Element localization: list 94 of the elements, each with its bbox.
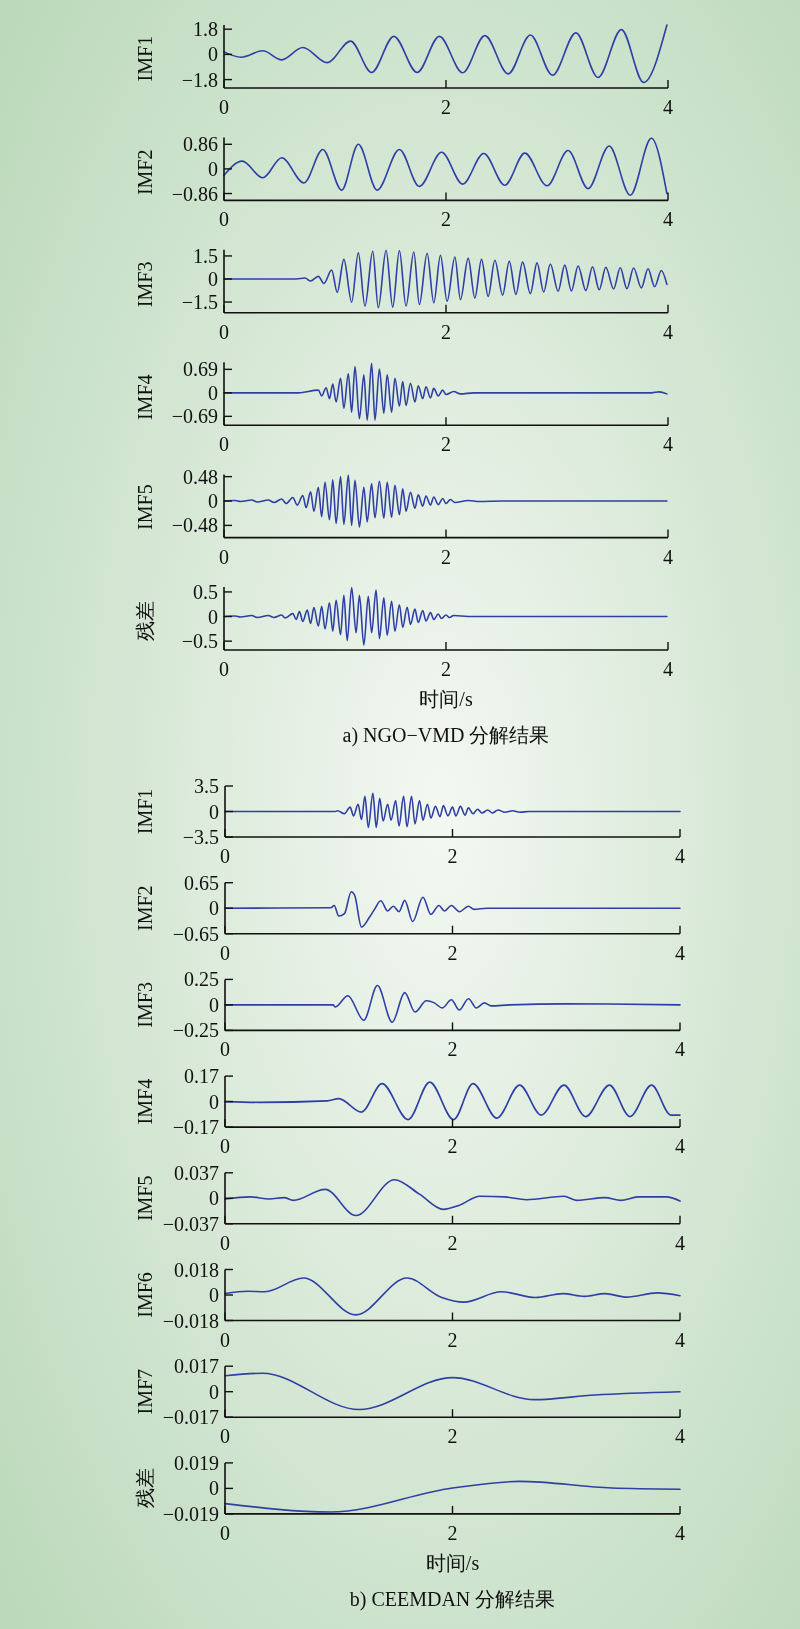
- x-tick-label: 2: [441, 658, 451, 680]
- y-axis-title: IMF3: [134, 261, 156, 308]
- y-tick-label: −0.017: [162, 1406, 219, 1429]
- y-tick-label: 0.017: [174, 1355, 219, 1378]
- y-tick-label: 0.5: [193, 580, 218, 603]
- x-tick-label: 2: [441, 208, 451, 231]
- y-tick-label: −0.5: [181, 630, 218, 653]
- text: b) CEEMDAN 分解结果: [349, 1587, 556, 1611]
- line-series: [224, 1372, 681, 1411]
- x-tick-label: 2: [441, 96, 451, 118]
- y-tick-label: 0: [209, 1284, 219, 1306]
- x-tick-label: 4: [675, 1425, 685, 1448]
- y-tick-label: −0.48: [171, 514, 218, 537]
- x-tick-label: 4: [675, 845, 685, 867]
- y-axis-title: IMF4: [134, 374, 156, 421]
- y-tick-label: −0.037: [162, 1212, 219, 1235]
- y-tick-label: 0: [209, 800, 219, 823]
- y-tick-label: 1.8: [193, 18, 218, 41]
- y-axis-title: IMF7: [134, 1368, 156, 1415]
- y-tick-label: 0: [209, 1090, 219, 1113]
- y-tick-label: 1.5: [193, 244, 218, 267]
- y-tick-label: 0.48: [183, 465, 218, 488]
- x-tick-label: 2: [447, 1521, 458, 1544]
- y-tick-label: −0.019: [162, 1502, 219, 1525]
- line-series: [223, 137, 668, 197]
- x-tick-label: 4: [675, 1135, 685, 1158]
- y-tick-label: 0.25: [184, 968, 219, 991]
- y-tick-label: −0.86: [171, 182, 218, 205]
- x-axis-title: 时间/s: [425, 1551, 480, 1574]
- x-tick-label: 2: [441, 545, 451, 568]
- y-axis-title: IMF5: [134, 1175, 156, 1222]
- y-axis-title: IMF2: [134, 149, 156, 196]
- line-series: [224, 1277, 681, 1316]
- x-tick-label: 2: [447, 1425, 458, 1448]
- x-tick-label: 4: [663, 433, 673, 456]
- x-tick-label: 4: [663, 320, 673, 343]
- y-tick-label: 0: [209, 897, 219, 920]
- line-series: [224, 1178, 681, 1217]
- y-tick-label: −0.69: [171, 405, 218, 428]
- y-tick-label: −1.5: [181, 291, 218, 314]
- x-tick-label: 2: [447, 1038, 458, 1061]
- x-tick-label: 4: [675, 1328, 685, 1351]
- x-tick-label: 4: [663, 545, 673, 568]
- y-tick-label: −3.5: [182, 826, 219, 848]
- y-tick-label: 0.018: [174, 1258, 219, 1281]
- y-tick-label: 0: [208, 268, 218, 290]
- y-tick-label: 0: [209, 1477, 219, 1500]
- y-tick-label: −1.8: [181, 68, 218, 91]
- x-tick-label: 4: [663, 96, 673, 118]
- x-tick-label: 4: [663, 208, 673, 231]
- x-tick-label: 2: [441, 320, 451, 343]
- y-tick-label: −0.17: [172, 1116, 219, 1139]
- y-tick-label: 0: [209, 1187, 219, 1210]
- x-axis-title: 时间/s: [419, 688, 473, 710]
- y-axis-title: IMF6: [134, 1272, 156, 1318]
- x-tick-label: 4: [663, 658, 673, 680]
- y-axis-title: 残差: [134, 600, 156, 641]
- y-tick-label: 0: [208, 157, 218, 180]
- line-series: [223, 24, 668, 84]
- y-axis-title: 残差: [134, 1468, 156, 1509]
- x-tick-label: 4: [675, 1521, 685, 1544]
- x-tick-label: 4: [675, 1038, 685, 1061]
- y-tick-label: 0: [208, 490, 218, 513]
- y-tick-label: 0.037: [174, 1161, 219, 1184]
- y-axis-title: IMF1: [134, 35, 156, 82]
- line-series: [224, 890, 681, 928]
- y-tick-label: 0: [208, 43, 218, 66]
- y-tick-label: 0.17: [184, 1065, 219, 1088]
- y-axis-title: IMF4: [134, 1078, 156, 1125]
- y-axis-title: IMF3: [134, 982, 156, 1028]
- x-tick-label: 2: [447, 941, 458, 964]
- y-tick-label: 0.65: [184, 871, 219, 894]
- y-tick-label: 0.86: [183, 133, 218, 156]
- y-axis-title: IMF1: [134, 788, 156, 835]
- y-axis-title: IMF5: [134, 484, 156, 530]
- x-tick-label: 4: [675, 941, 685, 964]
- text: a) NGO−VMD 分解结果: [342, 724, 550, 747]
- y-tick-label: −0.018: [162, 1309, 219, 1332]
- y-tick-label: 3.5: [194, 775, 219, 797]
- y-tick-label: 0.69: [183, 358, 218, 381]
- y-axis-title: IMF2: [134, 885, 156, 931]
- x-tick-label: 2: [447, 1231, 458, 1254]
- x-tick-label: 2: [447, 845, 458, 867]
- y-tick-label: 0: [209, 993, 219, 1016]
- x-tick-label: 2: [447, 1328, 458, 1351]
- y-tick-label: 0.019: [174, 1451, 219, 1474]
- x-tick-label: 4: [675, 1231, 685, 1254]
- y-tick-label: 0: [208, 605, 218, 628]
- y-tick-label: −0.25: [172, 1019, 219, 1042]
- y-tick-label: −0.65: [172, 922, 219, 945]
- y-tick-label: 0: [208, 381, 218, 404]
- y-tick-label: 0: [209, 1380, 219, 1403]
- x-tick-label: 2: [447, 1135, 458, 1158]
- x-tick-label: 2: [441, 433, 451, 456]
